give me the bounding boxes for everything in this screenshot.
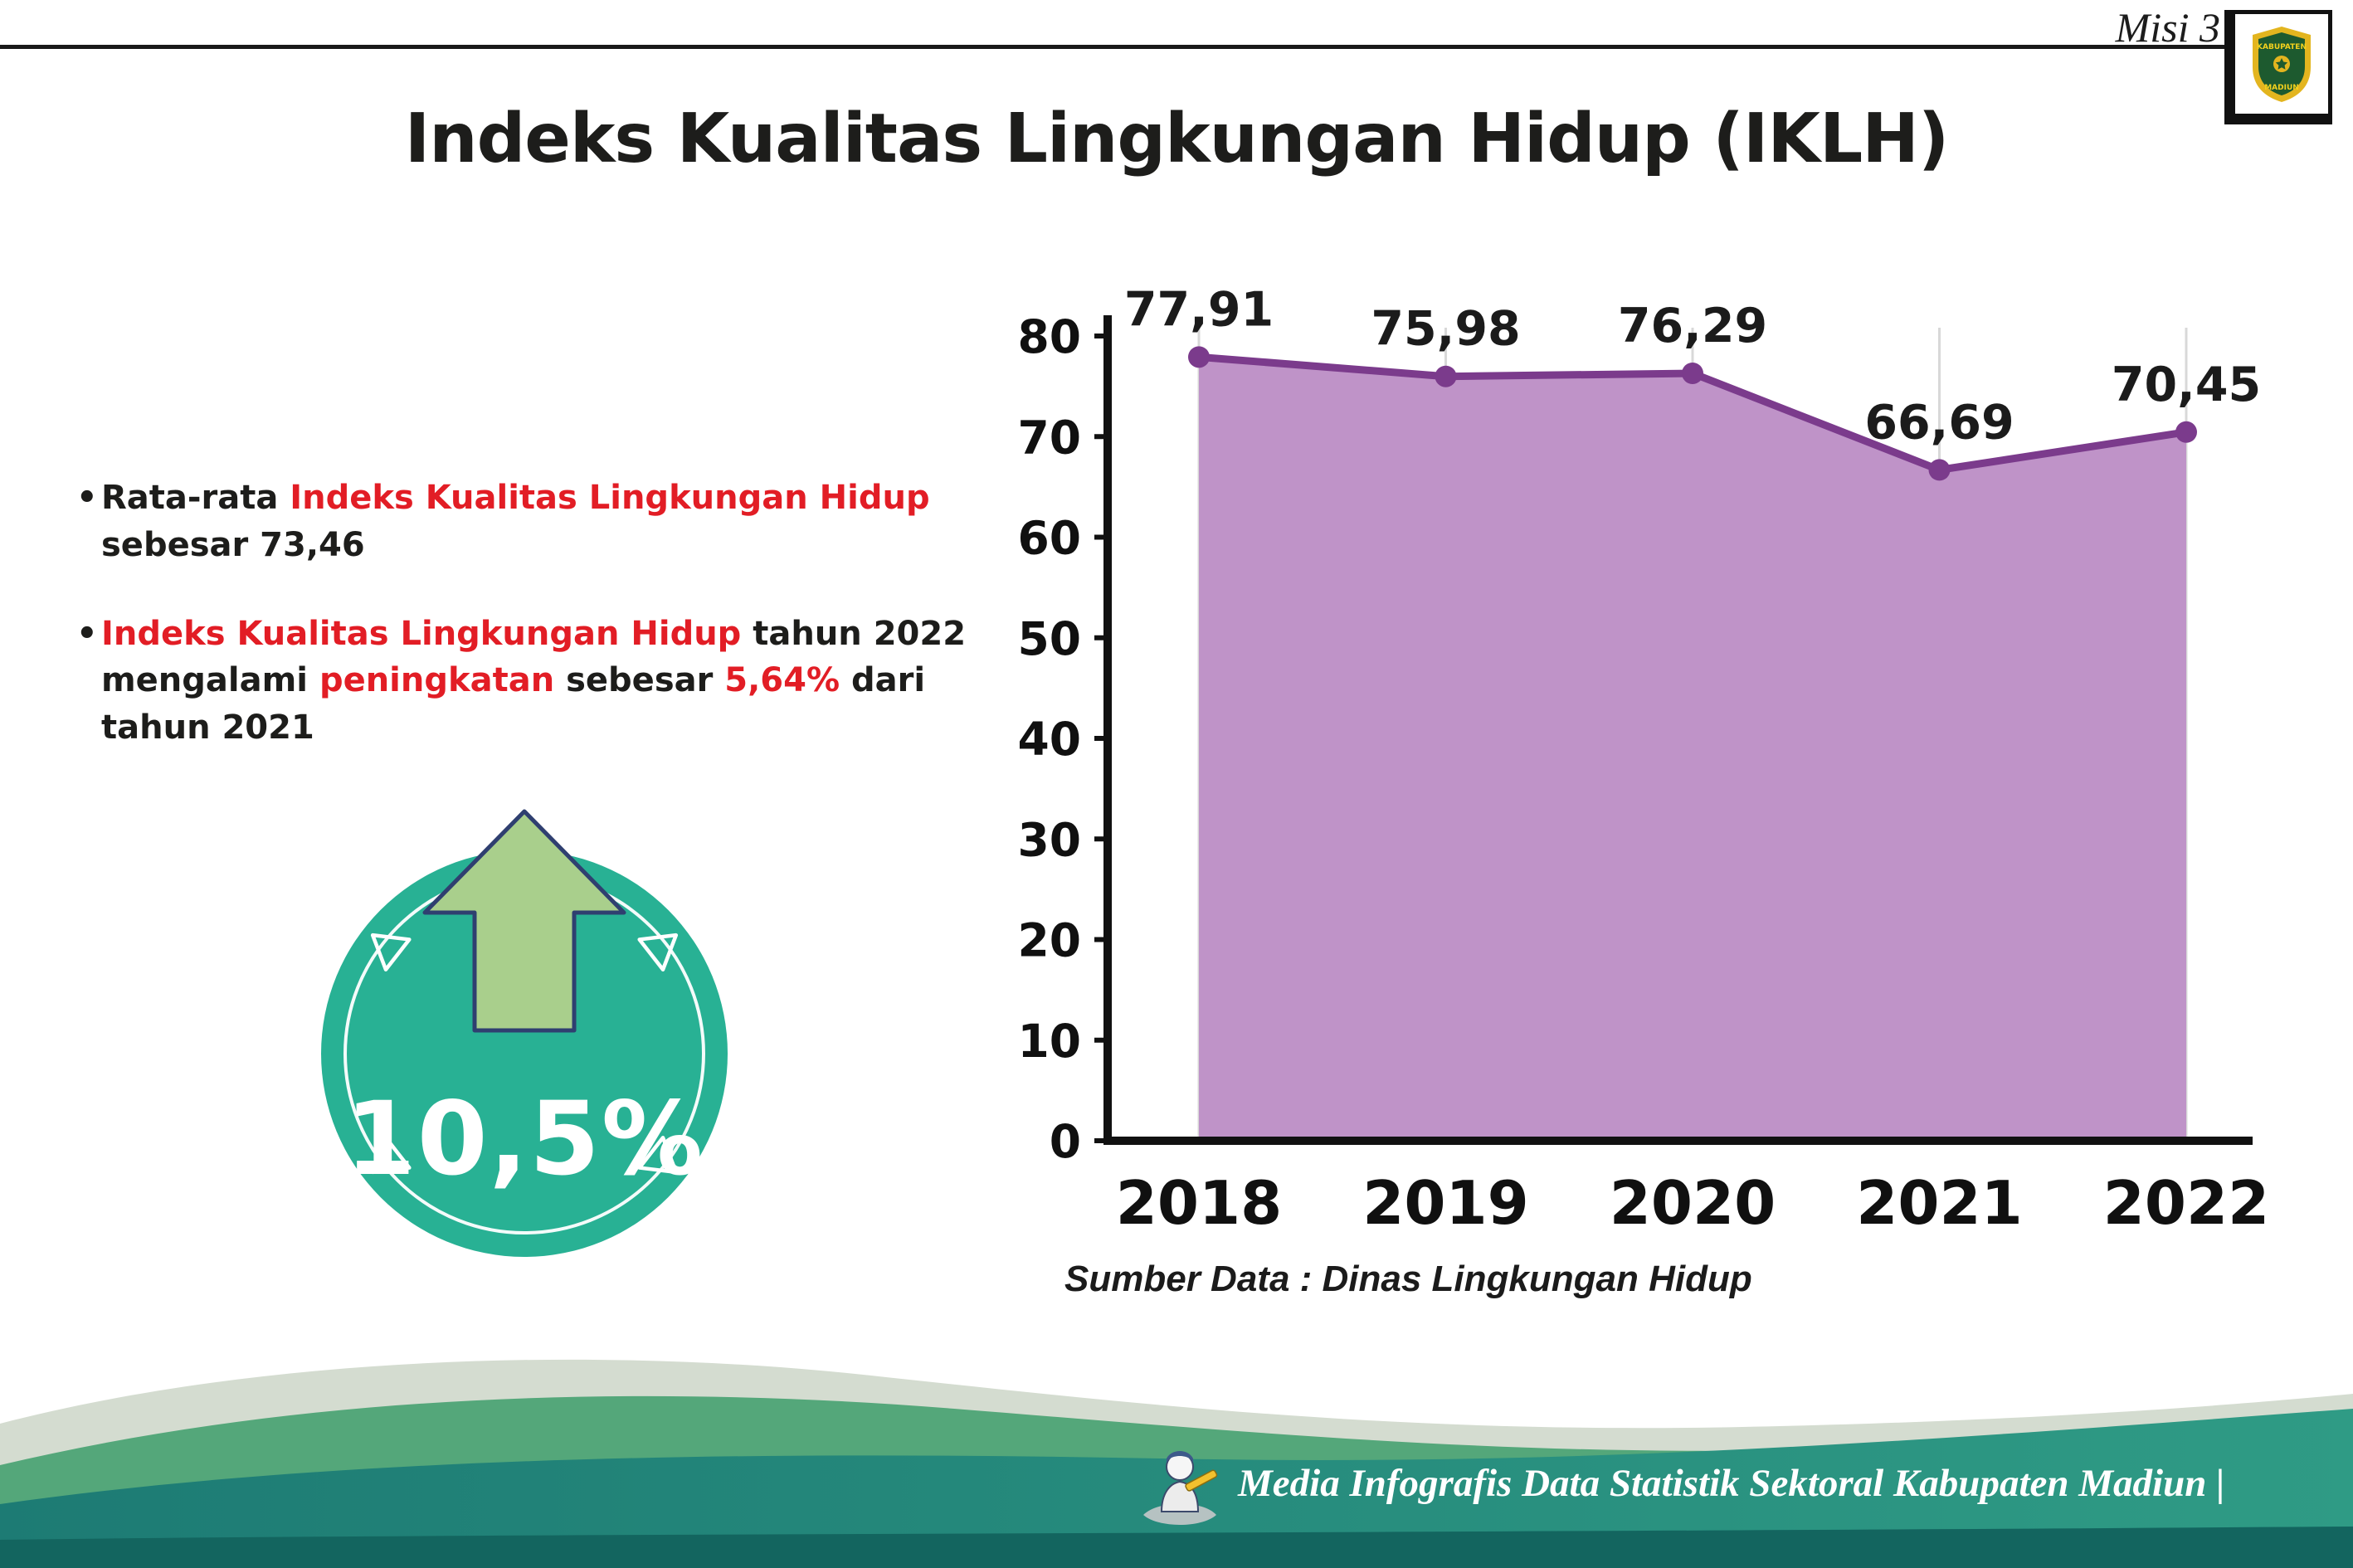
misi-label: Misi 3 — [2115, 4, 2220, 51]
svg-text:70,45: 70,45 — [2112, 358, 2261, 412]
footer: Media Infografis Data Statistik Sektoral… — [0, 1326, 2353, 1568]
svg-text:50: 50 — [1017, 612, 1081, 665]
bullet-text: Rata-rata Indeks Kualitas Lingkungan Hid… — [101, 479, 930, 564]
badge-circle — [321, 850, 728, 1257]
page-title: Indeks Kualitas Lingkungan Hidup (IKLH) — [404, 100, 1950, 178]
svg-text:30: 30 — [1017, 813, 1081, 866]
iklh-area-chart-svg: 77,91 75,98 76,29 66,69 70,45 0 10 20 30 40 50 60 70… — [1017, 282, 2269, 1238]
svg-text:40: 40 — [1017, 713, 1081, 766]
svg-text:2021: 2021 — [1856, 1168, 2022, 1238]
footer-content: Media Infografis Data Statistik Sektoral… — [1137, 1435, 2224, 1531]
svg-text:66,69: 66,69 — [1864, 395, 2014, 450]
increase-badge-graphic — [321, 809, 728, 1257]
svg-text:70: 70 — [1017, 411, 1081, 464]
bullet-item-increase: • Indeks Kualitas Lingkungan Hidup tahun … — [76, 611, 985, 752]
svg-text:77,91: 77,91 — [1124, 282, 1274, 337]
svg-text:0: 0 — [1050, 1115, 1081, 1168]
kabupaten-madiun-logo: KABUPATEN MADIUN — [2224, 10, 2332, 124]
increase-badge-value: 10,5% — [344, 1080, 705, 1198]
logo-text-bottom: MADIUN — [2264, 84, 2299, 92]
svg-text:2020: 2020 — [1610, 1168, 1776, 1238]
iklh-chart: 77,91 75,98 76,29 66,69 70,45 0 10 20 30 40 50 60 70… — [1000, 278, 2269, 1323]
up-arrow-icon — [422, 809, 626, 1033]
footer-text: Media Infografis Data Statistik Sektoral… — [1238, 1462, 2225, 1505]
shield-icon: KABUPATEN MADIUN — [2253, 27, 2311, 102]
svg-text:10: 10 — [1017, 1015, 1081, 1068]
svg-text:2019: 2019 — [1362, 1168, 1528, 1238]
mascot-icon — [1143, 1451, 1218, 1525]
triangle-mark-icon — [637, 1136, 679, 1175]
header-rule — [0, 45, 2242, 49]
bullet-text: Indeks Kualitas Lingkungan Hidup tahun 2… — [101, 614, 967, 747]
svg-text:75,98: 75,98 — [1371, 302, 1520, 357]
svg-text:2018: 2018 — [1116, 1168, 1282, 1238]
triangle-mark-icon — [370, 1136, 412, 1175]
svg-text:60: 60 — [1017, 512, 1081, 565]
wave-dark-strip — [0, 1527, 2353, 1568]
svg-text:2022: 2022 — [2103, 1168, 2269, 1238]
data-source-label: Sumber Data : Dinas Lingkungan Hidup — [1064, 1259, 1752, 1299]
bullet-marker: • — [76, 479, 98, 517]
bullet-list: • Rata-rata Indeks Kualitas Lingkungan Hi… — [76, 475, 985, 793]
increase-badge: 10,5% — [290, 788, 759, 1340]
bullet-item-average: • Rata-rata Indeks Kualitas Lingkungan Hi… — [76, 475, 985, 569]
bullet-marker: • — [76, 614, 98, 653]
svg-text:76,29: 76,29 — [1618, 299, 1767, 353]
triangle-mark-icon — [370, 933, 412, 971]
logo-text-top: KABUPATEN — [2257, 43, 2307, 51]
svg-text:80: 80 — [1017, 310, 1081, 363]
triangle-mark-icon — [637, 933, 679, 971]
svg-text:20: 20 — [1017, 914, 1081, 967]
